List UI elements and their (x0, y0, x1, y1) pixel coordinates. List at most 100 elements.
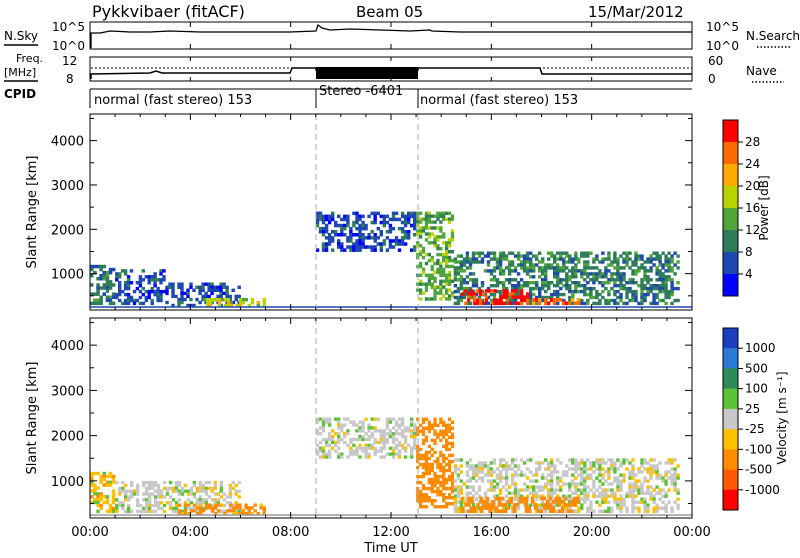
x-tick-label: 12:00 (372, 525, 409, 540)
power-cell-3 (202, 298, 266, 308)
y-tick-label: 4000 (51, 339, 84, 354)
x-tick-label: 00:00 (71, 525, 108, 540)
colorbar-swatch (723, 274, 738, 297)
velocity-cell-1 (115, 480, 241, 513)
power-cell-4 (315, 211, 417, 252)
x-tick-label: 04:00 (172, 525, 209, 540)
velocity-colorbar-title: Velocity [m s⁻¹] (775, 371, 789, 464)
colorbar-swatch (723, 469, 738, 491)
power-cell-5 (416, 211, 455, 301)
power-cell-0 (90, 264, 116, 306)
colorbar-tick-label: -1000 (745, 483, 780, 497)
freq-stereo-band (316, 67, 418, 79)
power-cell-8 (531, 298, 581, 306)
colorbar-tick-label: 500 (745, 361, 768, 375)
power-data (90, 211, 692, 308)
colorbar-tick-label: 1000 (745, 341, 776, 355)
power-cell-7 (461, 289, 530, 306)
power-cell-1 (115, 269, 166, 306)
nave-label: Nave (746, 64, 777, 78)
x-tick-label: 20:00 (573, 525, 610, 540)
y-tick-label: 1000 (51, 268, 84, 283)
velocity-ylabel: Slant Range [km] (25, 362, 40, 475)
power-colorbar-title: Power [dB] (757, 175, 771, 240)
colorbar-swatch (723, 252, 738, 275)
nsky-tick-bottom: 10^0 (52, 39, 85, 53)
power-panel: 1000 2000 3000 4000 Slant Range [km] (25, 113, 693, 311)
colorbar-swatch (723, 368, 738, 390)
y-tick-label: 2000 (51, 223, 84, 238)
nsky-trace (90, 23, 692, 48)
y-tick-label: 1000 (51, 475, 84, 490)
colorbar-tick-label: 100 (745, 382, 768, 396)
nsearch-label: N.Search (746, 29, 800, 43)
colorbar-tick-label: -100 (745, 442, 772, 456)
freq-tick-top: 12 (62, 54, 77, 68)
x-tick-label: 08:00 (272, 525, 309, 540)
nsearch-tick-top: 10^5 (706, 20, 739, 34)
power-y-axis: 1000 2000 3000 4000 (51, 117, 692, 297)
power-colorbar: 28 24 20 16 12 8 4 Power [dB] (722, 119, 771, 297)
y-tick-label: 3000 (51, 384, 84, 399)
colorbar-swatch (723, 348, 738, 369)
x-axis-label: Time UT (363, 541, 417, 554)
nave-tick-top: 60 (708, 54, 723, 68)
colorbar-tick-label: 28 (745, 135, 760, 149)
nsearch-tick-bottom: 10^0 (706, 39, 739, 53)
colorbar-tick-label: 25 (745, 402, 760, 416)
velocity-cell-6 (461, 496, 580, 513)
colorbar-swatch (723, 230, 738, 253)
colorbar-tick-label: -500 (745, 463, 772, 477)
colorbar-tick-label: 12 (745, 223, 760, 237)
nsky-label: N.Sky (4, 29, 38, 43)
colorbar-swatch (723, 388, 738, 410)
cpid-mode-3: normal (fast stereo) 153 (420, 93, 578, 108)
velocity-cell-4 (416, 417, 455, 509)
cpid-panel: CPID normal (fast stereo) 153 Stereo -64… (4, 84, 692, 108)
colorbar-tick-label: 20 (745, 179, 760, 193)
freq-tick-bottom: 8 (66, 72, 74, 86)
colorbar-swatch (723, 142, 738, 165)
colorbar-tick-label: -25 (745, 422, 765, 436)
nave-tick-bottom: 0 (708, 72, 716, 86)
colorbar-tick-label: 24 (745, 157, 760, 171)
freq-label-1: Freq. (16, 52, 43, 65)
freq-panel: Freq. [MHz] 12 8 60 0 Nave (4, 52, 784, 86)
y-tick-label: 4000 (51, 135, 84, 150)
colorbar-swatch (723, 408, 738, 430)
y-tick-label: 2000 (51, 430, 84, 445)
velocity-y-axis: 1000 2000 3000 4000 (51, 322, 692, 505)
colorbar-swatch (723, 328, 738, 349)
freq-label-2: [MHz] (4, 66, 36, 79)
colorbar-tick-label: 16 (745, 201, 760, 215)
y-tick-label: 3000 (51, 179, 84, 194)
velocity-cell-3 (315, 417, 417, 459)
colorbar-swatch (723, 489, 738, 511)
velocity-cell-2 (177, 503, 266, 516)
velocity-data (90, 417, 692, 516)
velocity-cell-5 (453, 458, 680, 513)
colorbar-swatch (723, 186, 738, 209)
velocity-colorbar: 1000 500 100 25 -25 -100 -500 -1000 Velocity [m… (722, 327, 789, 511)
cpid-mode-2: Stereo -6401 (319, 84, 403, 99)
velocity-cell-0 (90, 471, 116, 513)
x-axis: 00:00 04:00 08:00 12:00 16:00 20:00 00:00 (71, 22, 711, 540)
x-tick-label: 00:00 (673, 525, 710, 540)
colorbar-swatch (723, 429, 738, 450)
colorbar-swatch (723, 449, 738, 471)
beam-title: Beam 05 (356, 3, 423, 21)
nsky-tick-top: 10^5 (52, 20, 85, 34)
colorbar-swatch (723, 164, 738, 187)
freq-trace (90, 67, 692, 79)
colorbar-tick-label: 8 (745, 245, 753, 259)
colorbar-tick-label: 4 (745, 267, 753, 281)
nsky-panel: N.Sky 10^5 10^0 10^5 10^0 N.Search (4, 20, 800, 53)
x-tick-label: 16:00 (473, 525, 510, 540)
station-title: Pykkvibaer (fitACF) (92, 2, 245, 21)
cpid-mode-1: normal (fast stereo) 153 (94, 93, 252, 108)
colorbar-swatch (723, 208, 738, 231)
colorbar-swatch (723, 120, 738, 143)
date-title: 15/Mar/2012 (588, 3, 684, 21)
cpid-label: CPID (4, 87, 36, 101)
